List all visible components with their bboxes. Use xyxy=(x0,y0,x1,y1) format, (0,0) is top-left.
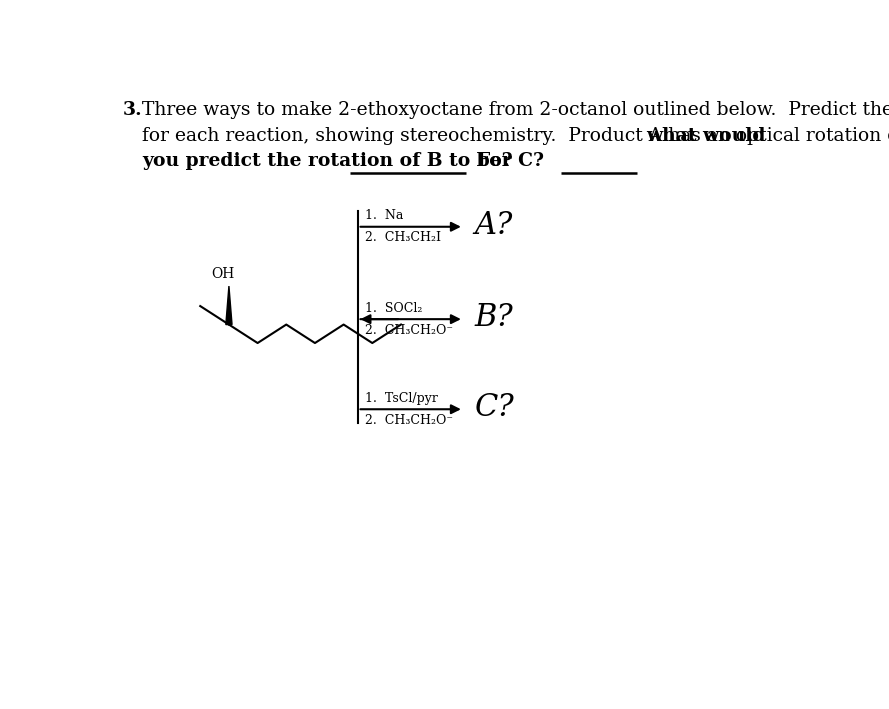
Polygon shape xyxy=(226,286,232,325)
Text: for each reaction, showing stereochemistry.  Product A has an optical rotation o: for each reaction, showing stereochemist… xyxy=(142,127,889,145)
Text: 1.  Na: 1. Na xyxy=(365,209,404,222)
Text: A?: A? xyxy=(475,210,513,241)
Text: OH: OH xyxy=(211,267,235,281)
Text: B?: B? xyxy=(475,302,513,333)
Text: 1.  TsCl/pyr: 1. TsCl/pyr xyxy=(365,391,438,405)
Text: 3.: 3. xyxy=(123,101,142,119)
Text: what would: what would xyxy=(646,127,765,145)
Text: you predict the rotation of B to be?: you predict the rotation of B to be? xyxy=(142,152,513,170)
Text: 1.  SOCl₂: 1. SOCl₂ xyxy=(365,301,422,315)
Text: C?: C? xyxy=(475,392,515,423)
Text: For C?: For C? xyxy=(477,152,544,170)
Text: 2.  CH₃CH₂O⁻: 2. CH₃CH₂O⁻ xyxy=(365,324,453,337)
Text: 2.  CH₃CH₂O⁻: 2. CH₃CH₂O⁻ xyxy=(365,414,453,427)
Text: Three ways to make 2-ethoxyoctane from 2-octanol outlined below.  Predict the pr: Three ways to make 2-ethoxyoctane from 2… xyxy=(142,101,889,119)
Text: 2.  CH₃CH₂I: 2. CH₃CH₂I xyxy=(365,231,441,245)
